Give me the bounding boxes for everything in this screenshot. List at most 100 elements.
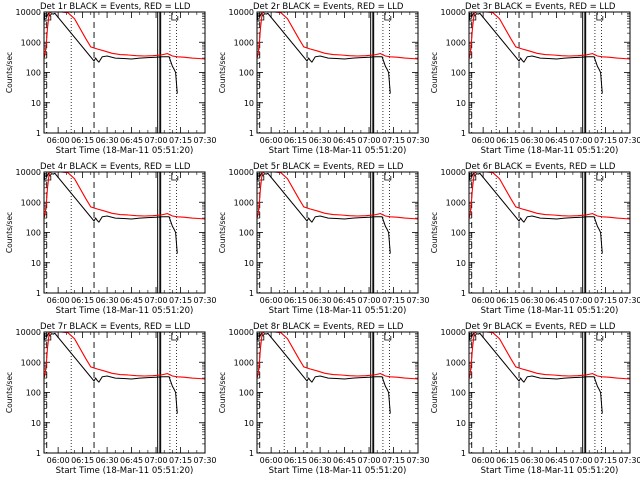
panel-2-y-tick-label: 10 xyxy=(244,99,254,108)
panel-5-x-tick-label: 07:15 xyxy=(382,296,405,305)
panel-3-series-lld xyxy=(468,11,631,60)
panel-5-top-mark xyxy=(257,173,265,181)
panel-3-x-tick-label: 07:15 xyxy=(594,136,617,145)
panel-2-y-tick-label: 1000 xyxy=(234,38,254,47)
panel-2-x-label: Start Time (18-Mar-11 05:51:20) xyxy=(269,146,407,156)
panel-8-y-tick-label: 10 xyxy=(244,419,254,428)
panel-5-y-tick-label: 1 xyxy=(249,289,254,298)
panel-2-top-mark xyxy=(257,13,265,21)
panel-8-top-mark xyxy=(384,333,392,341)
panel-3-x-tick-label: 07:00 xyxy=(570,136,593,145)
panel-9-x-tick-label: 06:15 xyxy=(496,456,519,465)
panel-4: 1 10 100 1000 10000 06:00 06:15 06:30 06:45 07:00… xyxy=(5,162,217,316)
panel-4-x-tick-label: 06:30 xyxy=(96,296,119,305)
panel-9-x-tick-label: 07:00 xyxy=(570,456,593,465)
panel-5-x-label: Start Time (18-Mar-11 05:51:20) xyxy=(269,306,407,316)
panel-9-x-tick-label: 06:00 xyxy=(472,456,495,465)
panel-2-x-tick-label: 07:15 xyxy=(382,136,405,145)
panel-4-y-tick-label: 100 xyxy=(26,229,41,238)
panel-1: 1 10 100 1000 10000 06:00 06:15 06:30 06:45 07:00… xyxy=(5,2,217,156)
panel-5-x-tick-label: 06:15 xyxy=(284,296,307,305)
panel-7-title: Det 7r BLACK = Events, RED = LLD xyxy=(40,322,191,332)
panel-5-frame xyxy=(256,171,419,294)
panel-2-x-tick-label: 06:30 xyxy=(309,136,332,145)
panel-7-series-lld xyxy=(43,331,206,380)
panel-3-y-tick-label: 100 xyxy=(451,69,466,78)
panel-8-series-lld xyxy=(256,331,419,380)
panel-2-x-tick-label: 07:30 xyxy=(406,136,429,145)
panel-8-x-tick-label: 07:00 xyxy=(358,456,381,465)
panel-7-y-tick-label: 10 xyxy=(31,419,41,428)
panel-5-y-tick-label: 1000 xyxy=(234,198,254,207)
panel-3-series-events xyxy=(470,12,603,94)
panel-1-y-tick-label: 10 xyxy=(31,99,41,108)
panel-1-x-label: Start Time (18-Mar-11 05:51:20) xyxy=(56,146,194,156)
panel-3-y-tick-label: 1000 xyxy=(446,38,466,47)
panel-5-series-lld xyxy=(256,171,419,220)
panel-9-y-tick-label: 1 xyxy=(461,449,466,458)
panel-2-x-tick-label: 06:00 xyxy=(260,136,283,145)
panel-5-x-tick-label: 06:45 xyxy=(333,296,356,305)
panel-9-y-tick-label: 1000 xyxy=(446,358,466,367)
panel-3-top-mark xyxy=(469,13,477,21)
panel-7-top-mark xyxy=(171,333,179,341)
panel-2-x-tick-label: 07:00 xyxy=(358,136,381,145)
panel-9-x-tick-label: 06:30 xyxy=(521,456,544,465)
panel-8-x-tick-label: 07:30 xyxy=(406,456,429,465)
panel-4-y-tick-label: 10 xyxy=(31,259,41,268)
panel-8-y-tick-label: 1000 xyxy=(234,358,254,367)
panel-2-series-events xyxy=(258,12,391,94)
panel-2-title: Det 2r BLACK = Events, RED = LLD xyxy=(253,2,404,12)
panel-9-series-events xyxy=(470,332,603,414)
panel-4-series-events xyxy=(45,172,178,254)
panel-1-y-label: Counts/sec xyxy=(5,52,14,93)
panel-9-top-mark xyxy=(469,333,477,341)
panel-5-y-tick-label: 10 xyxy=(244,259,254,268)
panel-6-title: Det 6r BLACK = Events, RED = LLD xyxy=(465,162,616,172)
panel-9-y-tick-label: 100 xyxy=(451,389,466,398)
panel-8: 1 10 100 1000 10000 06:00 06:15 06:30 06:45 07:00… xyxy=(218,322,430,476)
panel-9-y-tick-label: 10000 xyxy=(441,328,466,337)
panel-3-x-tick-label: 06:15 xyxy=(496,136,519,145)
panel-3-top-mark xyxy=(596,13,604,21)
panel-6-top-mark xyxy=(469,173,477,181)
panel-1-top-mark xyxy=(44,13,52,21)
panel-5-x-tick-label: 06:00 xyxy=(260,296,283,305)
panel-8-x-tick-label: 06:00 xyxy=(260,456,283,465)
panel-8-y-tick-label: 10000 xyxy=(229,328,254,337)
panel-6-y-tick-label: 1 xyxy=(461,289,466,298)
panel-8-x-tick-label: 06:30 xyxy=(309,456,332,465)
panel-3-x-tick-label: 07:30 xyxy=(618,136,640,145)
panel-2-frame xyxy=(256,11,419,134)
panel-6-series-events xyxy=(470,172,603,254)
panel-2-x-tick-label: 06:15 xyxy=(284,136,307,145)
panel-8-x-label: Start Time (18-Mar-11 05:51:20) xyxy=(269,466,407,476)
panel-7-series-events xyxy=(45,332,178,414)
panel-1-x-tick-label: 06:45 xyxy=(120,136,143,145)
panel-6-x-tick-label: 07:00 xyxy=(570,296,593,305)
panel-1-x-tick-label: 07:00 xyxy=(145,136,168,145)
panel-4-title: Det 4r BLACK = Events, RED = LLD xyxy=(40,162,191,172)
panel-8-y-tick-label: 100 xyxy=(239,389,254,398)
panel-5-title: Det 5r BLACK = Events, RED = LLD xyxy=(253,162,404,172)
panel-5-x-tick-label: 07:00 xyxy=(358,296,381,305)
panel-7-x-tick-label: 06:45 xyxy=(120,456,143,465)
panel-4-x-tick-label: 06:45 xyxy=(120,296,143,305)
panel-8-x-tick-label: 06:15 xyxy=(284,456,307,465)
panel-4-x-tick-label: 06:15 xyxy=(71,296,94,305)
panel-8-series-events xyxy=(258,332,391,414)
panel-1-y-tick-label: 100 xyxy=(26,69,41,78)
panel-1-x-tick-label: 06:15 xyxy=(71,136,94,145)
panel-5-y-tick-label: 100 xyxy=(239,229,254,238)
panel-1-x-tick-label: 07:15 xyxy=(169,136,192,145)
panel-7-frame xyxy=(43,331,206,454)
panel-4-top-mark xyxy=(44,173,52,181)
panel-5-x-tick-label: 07:30 xyxy=(406,296,429,305)
panel-1-x-tick-label: 06:00 xyxy=(47,136,70,145)
panel-6-y-tick-label: 10000 xyxy=(441,168,466,177)
panel-5: 1 10 100 1000 10000 06:00 06:15 06:30 06:45 07:00… xyxy=(218,162,430,316)
panel-6-x-tick-label: 06:00 xyxy=(472,296,495,305)
panel-7: 1 10 100 1000 10000 06:00 06:15 06:30 06:45 07:00… xyxy=(5,322,217,476)
panel-3: 1 10 100 1000 10000 06:00 06:15 06:30 06:45 07:00… xyxy=(430,2,640,156)
